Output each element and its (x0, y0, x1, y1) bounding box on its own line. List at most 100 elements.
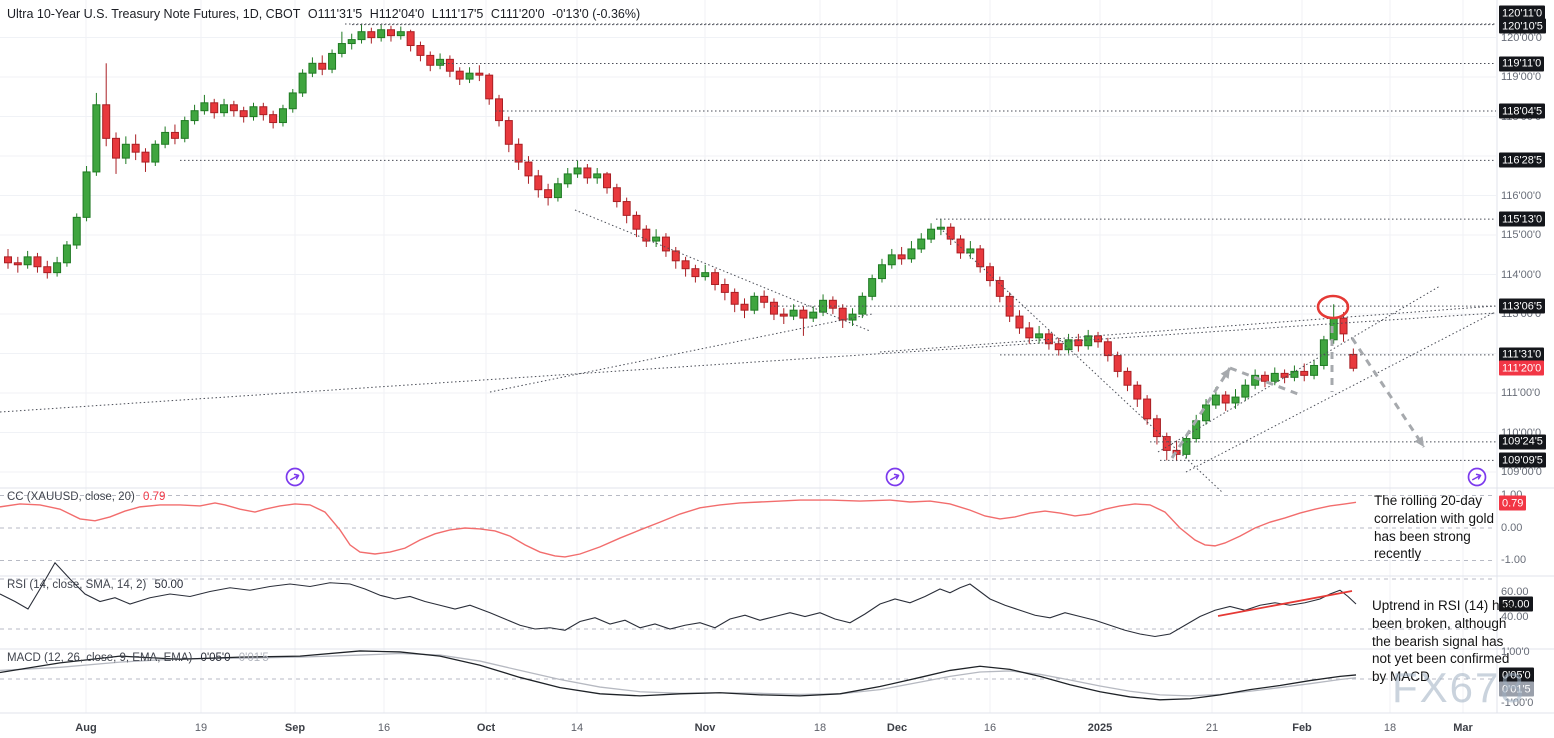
candle-body (809, 311, 818, 319)
candle-body (1290, 370, 1299, 378)
candle-body (485, 74, 494, 100)
price-level-badge: 118'04'5 (1499, 103, 1546, 119)
candle-body (986, 266, 994, 282)
time-tick-label[interactable]: Dec (886, 722, 908, 734)
contract-rollover-icon[interactable] (1467, 467, 1487, 487)
candle-body (769, 301, 778, 315)
macd-value-badge: 0'05'0 (1499, 667, 1534, 683)
rsi-pane-label[interactable]: RSI (14, close, SMA, 14, 2) 50.00 (7, 579, 183, 591)
projection-arrow[interactable] (1350, 337, 1426, 448)
time-tick-label[interactable]: Oct (476, 722, 496, 734)
candle-body (43, 266, 52, 274)
time-tick-label[interactable]: 14 (570, 722, 584, 734)
trendline[interactable] (574, 209, 871, 332)
highlight-ellipse[interactable] (1316, 294, 1350, 320)
candle-body (1084, 335, 1093, 347)
candle-body (995, 280, 1004, 297)
time-tick-label[interactable]: 18 (813, 722, 827, 734)
candle-body (1241, 384, 1250, 398)
trendline[interactable] (0, 312, 1496, 413)
candle-body (1349, 353, 1358, 369)
candle-body (1270, 372, 1279, 382)
chart-title[interactable]: Ultra 10-Year U.S. Treasury Note Futures… (7, 7, 644, 21)
price-tick-label: 111'00'0 (1501, 387, 1541, 400)
ohlc-low: L111'17'5 (431, 7, 484, 21)
price-tick-label: 115'00'0 (1501, 229, 1542, 242)
time-tick-label[interactable]: 21 (1205, 722, 1219, 734)
contract-rollover-icon[interactable] (285, 467, 305, 487)
cc-pane-label[interactable]: CC (XAUUSD, close, 20) 0.79 (7, 491, 165, 503)
macd-tick-label: 1'00'0 (1501, 646, 1530, 658)
trendline[interactable] (1157, 285, 1441, 453)
candle-body (416, 45, 425, 56)
candle-body (1064, 339, 1073, 351)
candle-body (534, 175, 543, 191)
candle-body (386, 29, 395, 37)
candle-body (848, 313, 857, 321)
candle-body (573, 167, 582, 175)
contract-rollover-icon[interactable] (885, 467, 905, 487)
candle-body (62, 244, 71, 264)
time-tick-label[interactable]: Sep (284, 722, 306, 734)
candle-body (838, 307, 847, 321)
candle-body (1231, 396, 1240, 404)
macd-label: MACD (12, 26, close, 9, EMA, EMA) (7, 652, 193, 664)
candle-body (406, 31, 415, 47)
candle-body (907, 248, 916, 260)
candle-body (1074, 339, 1083, 347)
rsi-trendline[interactable] (1217, 590, 1353, 617)
candle-body (956, 238, 965, 254)
candle-body (1202, 404, 1211, 422)
price-level-badge: 119'11'0 (1499, 56, 1545, 72)
candle-body (1182, 438, 1191, 455)
time-tick-label[interactable]: Aug (75, 722, 97, 734)
candle-body (318, 62, 327, 70)
candle-body (82, 171, 91, 218)
price-tick-label: 119'00'0 (1501, 71, 1542, 84)
macd-pane-label[interactable]: MACD (12, 26, close, 9, EMA, EMA) 0'05'0… (7, 652, 269, 664)
time-tick-label[interactable]: 19 (194, 722, 208, 734)
candle-body (347, 39, 356, 45)
candle-body (1143, 398, 1152, 420)
candle-body (799, 309, 808, 319)
candle-body (750, 295, 759, 311)
candle-body (711, 272, 720, 285)
candle-body (740, 303, 749, 311)
time-tick-label[interactable]: 16 (377, 722, 391, 734)
macd-value-2: 0'01'5 (238, 652, 269, 664)
time-tick-label[interactable]: Nov (694, 722, 716, 734)
candle-body (308, 62, 317, 74)
correlation-annotation: The rolling 20-day correlation with gold… (1374, 493, 1495, 562)
candle-body (190, 110, 199, 122)
macd-tick-label: -1'00'0 (1501, 697, 1534, 709)
candle-body (13, 262, 22, 266)
candle-body (170, 131, 179, 139)
time-tick-label[interactable]: Feb (1292, 722, 1312, 734)
time-tick-label[interactable]: 16 (983, 722, 997, 734)
candle-body (131, 143, 140, 153)
candle-body (524, 161, 533, 177)
candle-body (593, 173, 602, 179)
candle-body (151, 143, 160, 163)
candle-body (269, 114, 278, 124)
candle-body (426, 54, 435, 66)
trendline[interactable] (939, 227, 1223, 493)
candle-body (917, 238, 926, 250)
rsi-value: 50.00 (154, 579, 184, 591)
price-level-badge: 115'13'0 (1499, 211, 1546, 227)
candle-body (229, 104, 238, 112)
projection-arrow[interactable] (1170, 367, 1232, 459)
trendline[interactable] (1185, 311, 1496, 473)
time-tick-label[interactable]: 2025 (1087, 722, 1113, 734)
price-tick-label: 120'00'0 (1501, 31, 1542, 44)
time-tick-label[interactable]: 18 (1383, 722, 1397, 734)
time-tick-label[interactable]: Mar (1453, 722, 1473, 734)
trendline[interactable] (879, 305, 1496, 353)
candle-body (102, 104, 111, 139)
candle-body (72, 216, 81, 246)
candle-body (632, 214, 641, 230)
trendline[interactable] (489, 313, 873, 393)
candle-body (544, 189, 553, 199)
